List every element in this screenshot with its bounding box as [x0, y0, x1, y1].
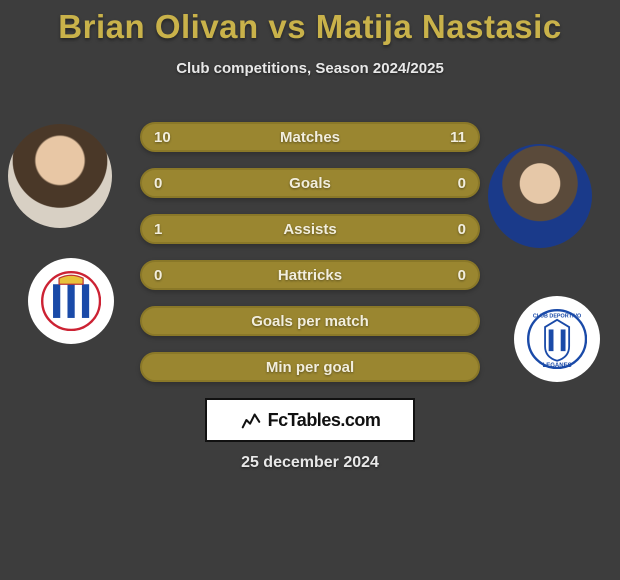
stat-label: Assists	[283, 221, 336, 238]
stat-row-assists: 1 Assists 0	[140, 214, 480, 244]
stats-bars: 10 Matches 11 0 Goals 0 1 Assists 0 0 Ha…	[140, 122, 480, 398]
stat-row-hattricks: 0 Hattricks 0	[140, 260, 480, 290]
subtitle: Club competitions, Season 2024/2025	[0, 60, 620, 77]
stat-right-value: 0	[458, 221, 466, 238]
stat-left-value: 0	[154, 267, 162, 284]
source-badge: FcTables.com	[205, 398, 415, 442]
date-text: 25 december 2024	[0, 454, 620, 472]
stat-right-value: 0	[458, 175, 466, 192]
player2-avatar	[488, 144, 592, 248]
stat-label: Goals	[289, 175, 331, 192]
stat-left-value: 1	[154, 221, 162, 238]
page-title: Brian Olivan vs Matija Nastasic	[0, 0, 620, 46]
stat-label: Min per goal	[266, 359, 354, 376]
stat-label: Matches	[280, 129, 340, 146]
svg-text:CLUB DEPORTIVO: CLUB DEPORTIVO	[533, 313, 581, 319]
club2-badge: CLUB DEPORTIVO LEGANES	[514, 296, 600, 382]
stat-left-value: 10	[154, 129, 171, 146]
leganes-crest-icon: CLUB DEPORTIVO LEGANES	[527, 309, 587, 369]
source-badge-text: FcTables.com	[268, 410, 381, 431]
stat-right-value: 11	[450, 129, 466, 146]
stat-label: Goals per match	[251, 313, 369, 330]
espanyol-crest-icon	[41, 271, 101, 331]
stat-row-goals-per-match: Goals per match	[140, 306, 480, 336]
svg-text:LEGANES: LEGANES	[542, 363, 571, 369]
stat-row-matches: 10 Matches 11	[140, 122, 480, 152]
stat-label: Hattricks	[278, 267, 342, 284]
club1-badge	[28, 258, 114, 344]
player1-avatar	[8, 124, 112, 228]
comparison-card: Brian Olivan vs Matija Nastasic Club com…	[0, 0, 620, 580]
stat-row-goals: 0 Goals 0	[140, 168, 480, 198]
stat-row-min-per-goal: Min per goal	[140, 352, 480, 382]
fctables-logo-icon	[240, 409, 262, 431]
stat-right-value: 0	[458, 267, 466, 284]
stat-left-value: 0	[154, 175, 162, 192]
